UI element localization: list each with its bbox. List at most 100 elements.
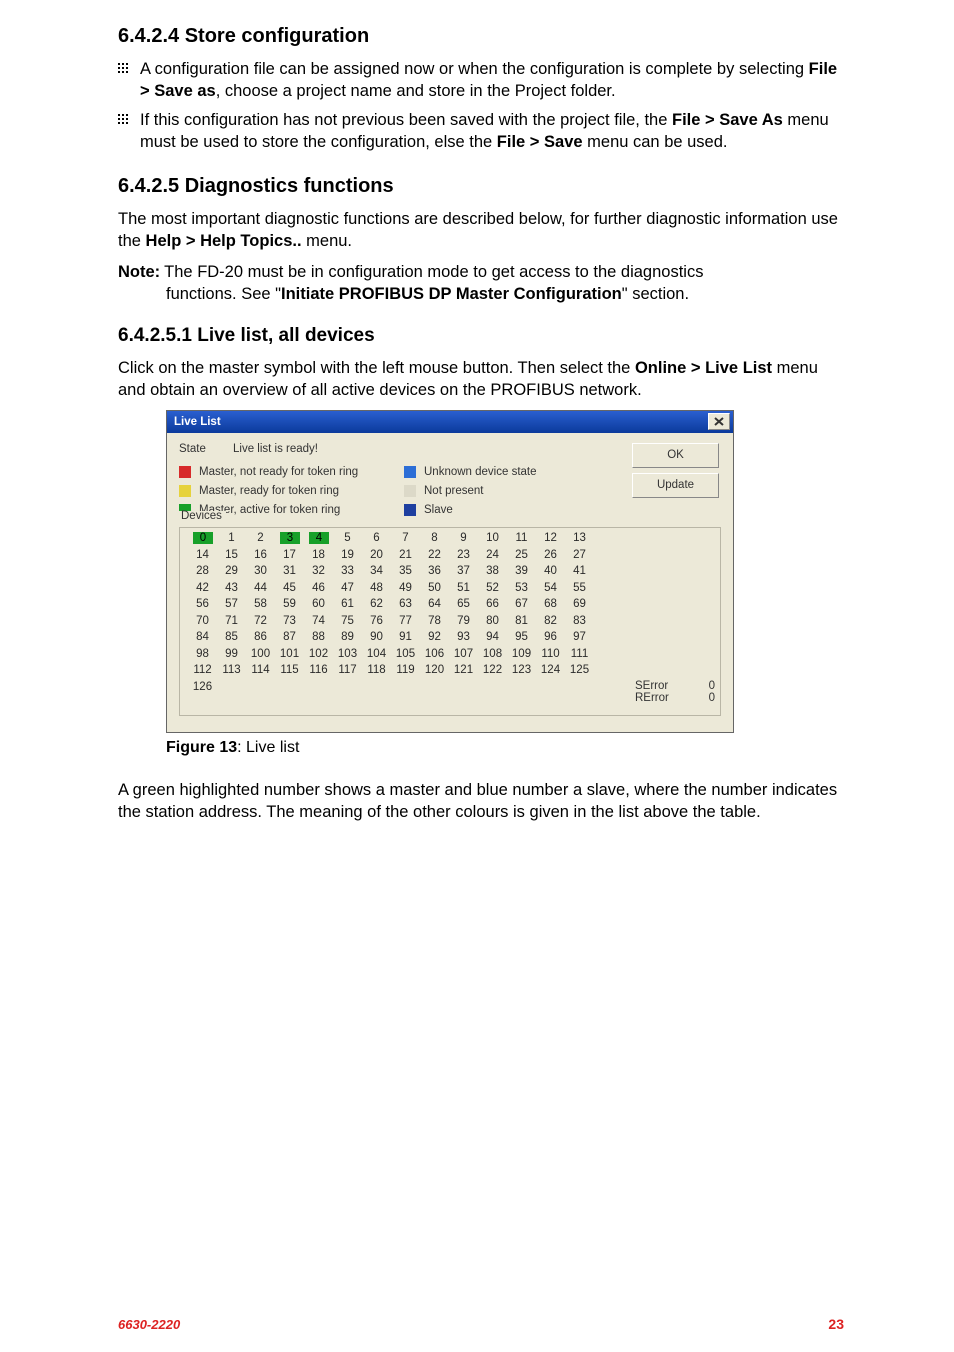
device-cell: 106	[420, 648, 449, 660]
page-footer: 6630-2220 23	[118, 1316, 844, 1332]
device-cell: 38	[478, 565, 507, 577]
update-button[interactable]: Update	[632, 473, 719, 498]
device-grid: 0123456789101112131415161718192021222324…	[188, 532, 712, 693]
device-cell: 61	[333, 598, 362, 610]
text-fragment: menu.	[302, 232, 352, 250]
note-block: Note: The FD-20 must be in configuration…	[118, 261, 844, 283]
device-cell: 87	[275, 631, 304, 643]
device-cell: 90	[362, 631, 391, 643]
legend-text: Master, not ready for token ring	[199, 466, 404, 478]
device-cell: 89	[333, 631, 362, 643]
device-cell: 47	[333, 582, 362, 594]
close-icon[interactable]	[708, 413, 730, 430]
text-bold: Initiate PROFIBUS DP Master Configuratio…	[281, 285, 622, 303]
device-cell: 123	[507, 664, 536, 676]
device-cell: 74	[304, 615, 333, 627]
device-cell	[536, 681, 565, 693]
device-cell: 67	[507, 598, 536, 610]
device-cell: 126	[188, 681, 217, 693]
bullet-text: A configuration file can be assigned now…	[140, 58, 844, 103]
device-cell: 112	[188, 664, 217, 676]
device-cell: 102	[304, 648, 333, 660]
device-cell: 69	[565, 598, 594, 610]
device-cell: 36	[420, 565, 449, 577]
legend-swatch	[404, 504, 416, 516]
device-cell: 46	[304, 582, 333, 594]
device-cell: 35	[391, 565, 420, 577]
device-cell: 99	[217, 648, 246, 660]
device-cell: 88	[304, 631, 333, 643]
device-cell: 93	[449, 631, 478, 643]
device-cell: 68	[536, 598, 565, 610]
device-cell: 54	[536, 582, 565, 594]
device-cell: 122	[478, 664, 507, 676]
rerror-value: 0	[709, 692, 715, 704]
device-cell: 48	[362, 582, 391, 594]
device-row: 4243444546474849505152535455	[188, 582, 712, 594]
device-cell: 91	[391, 631, 420, 643]
device-cell: 50	[420, 582, 449, 594]
device-cell: 125	[565, 664, 594, 676]
serror-value: 0	[709, 680, 715, 692]
device-cell: 65	[449, 598, 478, 610]
text-fragment: functions. See "	[166, 285, 281, 303]
device-cell: 8	[420, 532, 449, 544]
heading-store-configuration: 6.4.2.4 Store configuration	[118, 25, 844, 48]
device-cell: 85	[217, 631, 246, 643]
device-cell: 25	[507, 549, 536, 561]
device-cell: 55	[565, 582, 594, 594]
device-row: 7071727374757677787980818283	[188, 615, 712, 627]
device-cell	[391, 681, 420, 693]
legend-text: Master, ready for token ring	[199, 485, 404, 497]
legend-text: Slave	[424, 504, 721, 516]
figure-label: Figure 13	[166, 739, 237, 756]
device-cell: 26	[536, 549, 565, 561]
device-cell: 82	[536, 615, 565, 627]
device-cell: 0	[193, 532, 213, 544]
paragraph: The most important diagnostic functions …	[118, 208, 844, 253]
device-cell: 124	[536, 664, 565, 676]
ok-button[interactable]: OK	[632, 443, 719, 468]
device-cell: 22	[420, 549, 449, 561]
device-cell: 18	[304, 549, 333, 561]
device-cell: 11	[507, 532, 536, 544]
device-row: 2829303132333435363738394041	[188, 565, 712, 577]
device-cell: 75	[333, 615, 362, 627]
device-cell: 78	[420, 615, 449, 627]
device-cell: 107	[449, 648, 478, 660]
heading-diagnostics: 6.4.2.5 Diagnostics functions	[118, 175, 844, 198]
device-cell: 53	[507, 582, 536, 594]
footer-doc-number: 6630-2220	[118, 1317, 180, 1332]
device-cell: 33	[333, 565, 362, 577]
device-row: 1121131141151161171181191201211221231241…	[188, 664, 712, 676]
device-cell: 49	[391, 582, 420, 594]
legend-swatch	[179, 485, 191, 497]
text-bold: File > Save As	[672, 111, 783, 129]
device-cell: 95	[507, 631, 536, 643]
device-cell: 5	[333, 532, 362, 544]
device-cell: 97	[565, 631, 594, 643]
grid-bullet-icon	[118, 109, 140, 125]
bullet-item: A configuration file can be assigned now…	[118, 58, 844, 103]
legend-text: Master, active for token ring	[199, 504, 404, 516]
live-list-dialog: Live List OK Update State Live list is r…	[166, 410, 734, 734]
error-block: SError 0 RError 0	[635, 680, 715, 704]
device-cell: 62	[362, 598, 391, 610]
device-cell	[507, 681, 536, 693]
text-fragment: " section.	[622, 285, 689, 303]
device-cell: 40	[536, 565, 565, 577]
device-cell: 86	[246, 631, 275, 643]
legend-swatch	[179, 466, 191, 478]
legend-swatch	[404, 485, 416, 497]
text-fragment: If this configuration has not previous b…	[140, 111, 672, 129]
device-cell: 23	[449, 549, 478, 561]
device-cell: 121	[449, 664, 478, 676]
device-cell: 9	[449, 532, 478, 544]
note-text-continued: functions. See "Initiate PROFIBUS DP Mas…	[166, 283, 844, 305]
device-cell: 10	[478, 532, 507, 544]
device-cell: 30	[246, 565, 275, 577]
device-cell: 115	[275, 664, 304, 676]
device-cell: 15	[217, 549, 246, 561]
device-cell: 7	[391, 532, 420, 544]
device-cell: 16	[246, 549, 275, 561]
